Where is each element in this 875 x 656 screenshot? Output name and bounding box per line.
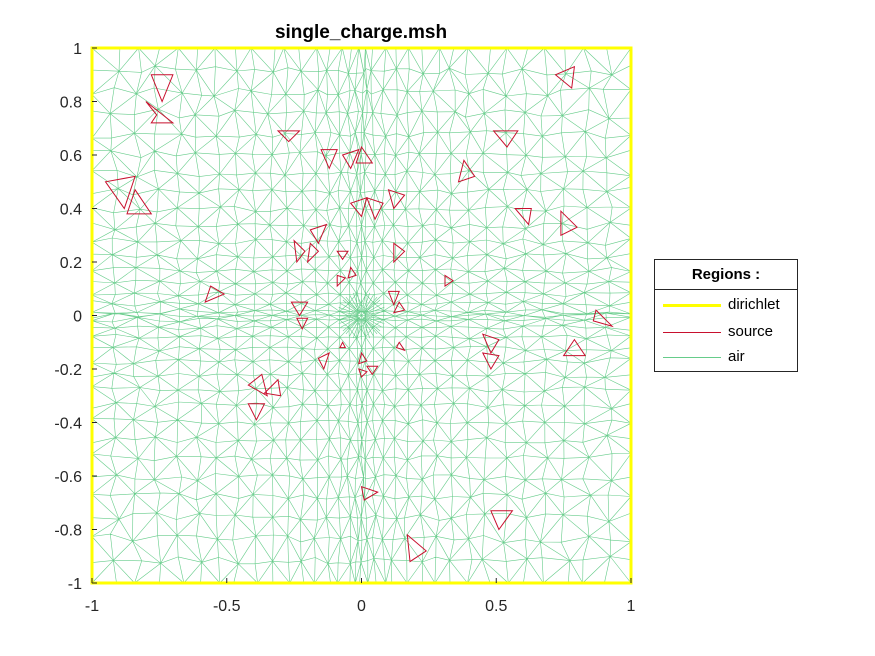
- source-element-33: [393, 242, 406, 264]
- y-tick-label: 0.6: [60, 148, 82, 165]
- source-element-9: [366, 196, 384, 221]
- legend-entry-source: source: [655, 321, 797, 345]
- legend-label-dirichlet: dirichlet: [728, 296, 780, 313]
- source-element-30: [336, 250, 349, 261]
- source-element-32: [336, 274, 347, 288]
- source-element-1: [145, 101, 175, 124]
- legend-swatch-source: [663, 332, 721, 333]
- source-element-22: [204, 285, 226, 303]
- x-tick-label: 0.5: [485, 598, 507, 615]
- source-element-26: [290, 301, 309, 317]
- y-tick-label: -0.4: [54, 416, 82, 433]
- x-axis-ticks: -1 -0.5 0 0.5 1: [85, 578, 636, 615]
- x-tick-label: 1: [627, 598, 636, 615]
- legend-entry-dirichlet: dirichlet: [655, 294, 797, 318]
- source-element-36: [392, 301, 406, 314]
- source-element-23: [247, 373, 268, 397]
- chart-title: single_charge.msh: [275, 22, 447, 43]
- source-element-38: [358, 351, 368, 365]
- source-element-4: [276, 130, 301, 143]
- source-element-27: [295, 317, 309, 331]
- source-element-39: [365, 365, 379, 376]
- source-element-7: [355, 145, 374, 164]
- legend-swatch-dirichlet: [663, 304, 721, 307]
- y-tick-label: 0.2: [60, 255, 82, 272]
- source-element-3: [126, 188, 153, 215]
- y-tick-label: -0.2: [54, 362, 82, 379]
- air-mesh-edges: [91, 47, 632, 584]
- x-tick-label: -1: [85, 598, 99, 615]
- source-element-31: [347, 266, 357, 279]
- legend: Regions : dirichlet source air: [654, 259, 798, 372]
- source-element-0: [150, 74, 174, 103]
- y-tick-label: -1: [68, 576, 82, 593]
- source-element-20: [481, 333, 500, 355]
- y-tick-label: -0.6: [54, 469, 82, 486]
- source-element-25: [247, 403, 266, 421]
- source-element-40: [358, 368, 368, 378]
- source-element-35: [387, 290, 400, 307]
- source-element-13: [457, 159, 476, 183]
- source-element-41: [339, 341, 347, 349]
- source-element-6: [341, 148, 360, 170]
- source-element-10: [387, 189, 406, 210]
- source-element-18: [592, 309, 614, 328]
- legend-label-source: source: [728, 323, 774, 340]
- y-tick-label: 0: [73, 309, 82, 326]
- source-element-19: [562, 338, 587, 357]
- source-element-43: [490, 510, 514, 531]
- source-element-24: [263, 378, 282, 397]
- source-regions: [104, 65, 614, 563]
- y-tick-label: 0.4: [60, 202, 82, 219]
- y-tick-label: -0.8: [54, 523, 82, 540]
- source-element-44: [406, 533, 428, 563]
- y-tick-label: 1: [73, 41, 82, 58]
- source-element-17: [560, 210, 578, 237]
- source-element-28: [317, 352, 331, 371]
- source-element-11: [309, 223, 328, 245]
- source-element-8: [349, 197, 368, 218]
- legend-entry-air: air: [655, 346, 797, 370]
- source-element-34: [444, 274, 455, 288]
- source-element-21: [481, 352, 500, 371]
- source-element-37: [395, 341, 406, 352]
- legend-title: Regions :: [655, 260, 797, 290]
- source-element-12: [293, 239, 306, 264]
- legend-swatch-air: [663, 357, 721, 358]
- source-element-5: [320, 149, 338, 170]
- x-tick-label: 0: [357, 598, 366, 615]
- source-element-29: [306, 242, 320, 264]
- source-element-42: [360, 485, 379, 501]
- x-tick-label: -0.5: [213, 598, 241, 615]
- y-axis-ticks: -1 -0.8 -0.6 -0.4 -0.2 0 0.2 0.4 0.6 0.8 1: [54, 41, 97, 593]
- source-element-2: [104, 175, 136, 210]
- y-tick-label: 0.8: [60, 95, 82, 112]
- source-element-16: [514, 208, 532, 226]
- air-mesh: [91, 47, 632, 584]
- source-element-14: [492, 130, 519, 148]
- source-element-15: [554, 65, 576, 90]
- legend-label-air: air: [728, 348, 745, 365]
